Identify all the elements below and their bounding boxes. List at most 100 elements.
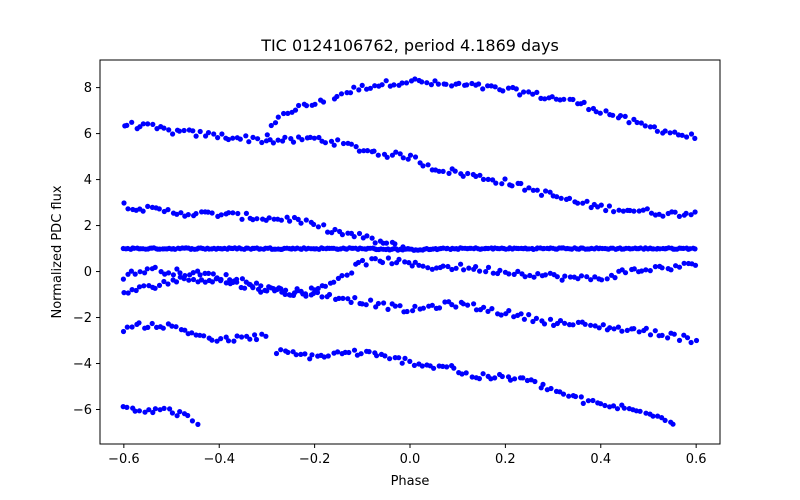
scatter-point-series-2 (493, 180, 499, 186)
scatter-point-series-1 (517, 92, 523, 98)
scatter-point-series-6 (136, 284, 143, 290)
scatter-point-series-2 (393, 149, 399, 155)
scatter-point-series-8 (278, 347, 284, 353)
scatter-point-series-5 (359, 257, 366, 264)
scatter-point-series-2 (436, 168, 442, 174)
scatter-point-series-8 (285, 349, 291, 355)
scatter-point-series-7 (145, 324, 151, 330)
scatter-point-series-2 (485, 176, 491, 182)
scatter-point-series-3 (364, 233, 370, 239)
scatter-point-series-5 (477, 268, 483, 274)
scatter-point-series-6 (348, 299, 354, 305)
scatter-point-series-5 (379, 259, 386, 266)
scatter-point-series-2 (145, 121, 151, 127)
scatter-point-series-3 (356, 230, 363, 237)
scatter-point-series-6 (611, 326, 617, 332)
scatter-point-series-5 (174, 266, 180, 272)
y-tick-label: −2 (73, 311, 92, 326)
scatter-point-series-3 (321, 222, 327, 228)
scatter-point-series-2 (412, 154, 419, 160)
scatter-point-series-1 (631, 116, 637, 122)
scatter-point-series-6 (186, 277, 192, 283)
scatter-point-series-5 (429, 266, 435, 272)
scatter-point-series-6 (326, 291, 333, 298)
scatter-point-series-6 (619, 328, 625, 334)
scatter-point-series-2 (640, 207, 646, 213)
scatter-point-series-1 (367, 85, 373, 91)
scatter-point-series-8 (419, 363, 425, 369)
scatter-point-series-7 (209, 337, 215, 343)
scatter-point-series-7 (160, 325, 166, 331)
scatter-point-series-3 (140, 208, 146, 214)
scatter-point-series-2 (636, 208, 642, 214)
scatter-point-series-8 (507, 377, 514, 383)
scatter-point-series-2 (255, 136, 261, 142)
scatter-point-series-2 (361, 148, 367, 154)
scatter-point-series-5 (385, 255, 391, 261)
scatter-point-series-5 (372, 256, 378, 262)
scatter-point-series-9 (177, 409, 183, 415)
scatter-point-series-2 (250, 134, 256, 140)
scatter-point-series-5 (409, 263, 415, 269)
scatter-point-series-3 (145, 203, 151, 209)
scatter-point-series-6 (392, 303, 398, 309)
scatter-point-series-2 (566, 195, 573, 201)
scatter-point-series-6 (234, 279, 240, 285)
scatter-point-series-2 (558, 195, 564, 201)
scatter-point-series-5 (239, 276, 245, 282)
scatter-point-series-2 (631, 208, 637, 214)
scatter-point-series-6 (340, 295, 346, 301)
scatter-point-series-9 (142, 409, 148, 415)
scatter-point-series-1 (521, 89, 527, 95)
scatter-point-series-6 (518, 311, 524, 317)
scatter-point-series-2 (620, 208, 627, 214)
scatter-point-series-5 (542, 272, 549, 278)
scatter-point-series-1 (538, 95, 544, 101)
data-points (120, 76, 700, 427)
scatter-point-series-3 (325, 229, 331, 235)
scatter-point-series-9 (169, 410, 175, 416)
scatter-point-series-5 (458, 261, 464, 267)
scatter-point-series-2 (275, 137, 281, 143)
scatter-point-series-1 (464, 82, 470, 88)
scatter-point-series-5 (652, 264, 659, 270)
y-tick-label: 2 (84, 219, 92, 234)
scatter-point-series-5 (322, 283, 328, 289)
scatter-point-series-2 (203, 133, 209, 139)
scatter-point-series-3 (209, 210, 215, 216)
scatter-point-series-9 (157, 407, 163, 413)
scatter-point-series-5 (416, 262, 422, 268)
scatter-point-series-5 (562, 273, 568, 279)
scatter-point-series-5 (406, 260, 412, 266)
scatter-point-series-6 (310, 290, 317, 296)
x-tick-label: −0.4 (203, 452, 235, 467)
scatter-point-series-3 (239, 216, 245, 222)
scatter-point-series-3 (329, 230, 335, 236)
scatter-point-series-6 (141, 283, 147, 289)
scatter-point-series-6 (213, 276, 219, 282)
scatter-point-series-6 (218, 278, 224, 284)
scatter-point-series-5 (567, 274, 574, 280)
scatter-point-series-8 (399, 360, 405, 366)
scatter-point-series-5 (170, 272, 176, 278)
scatter-point-series-6 (530, 318, 536, 325)
scatter-point-series-8 (307, 356, 313, 362)
scatter-point-series-3 (339, 232, 345, 238)
chart-title: TIC 0124106762, period 4.1869 days (260, 36, 559, 55)
scatter-point-series-2 (538, 192, 545, 198)
scatter-point-series-8 (566, 393, 572, 399)
scatter-point-series-7 (169, 323, 175, 329)
scatter-point-series-8 (520, 375, 526, 381)
scatter-point-series-8 (637, 408, 643, 414)
scatter-point-series-5 (449, 266, 455, 273)
scatter-point-series-2 (364, 148, 371, 154)
scatter-point-series-2 (331, 142, 337, 148)
scatter-point-series-5 (389, 261, 395, 267)
scatter-point-series-2 (627, 207, 633, 214)
scatter-point-series-1 (403, 80, 410, 86)
scatter-point-series-1 (530, 91, 536, 97)
scatter-point-series-2 (290, 139, 297, 145)
scatter-point-series-5 (433, 265, 440, 271)
scatter-point-series-7 (197, 332, 203, 338)
scatter-point-series-1 (449, 83, 455, 89)
